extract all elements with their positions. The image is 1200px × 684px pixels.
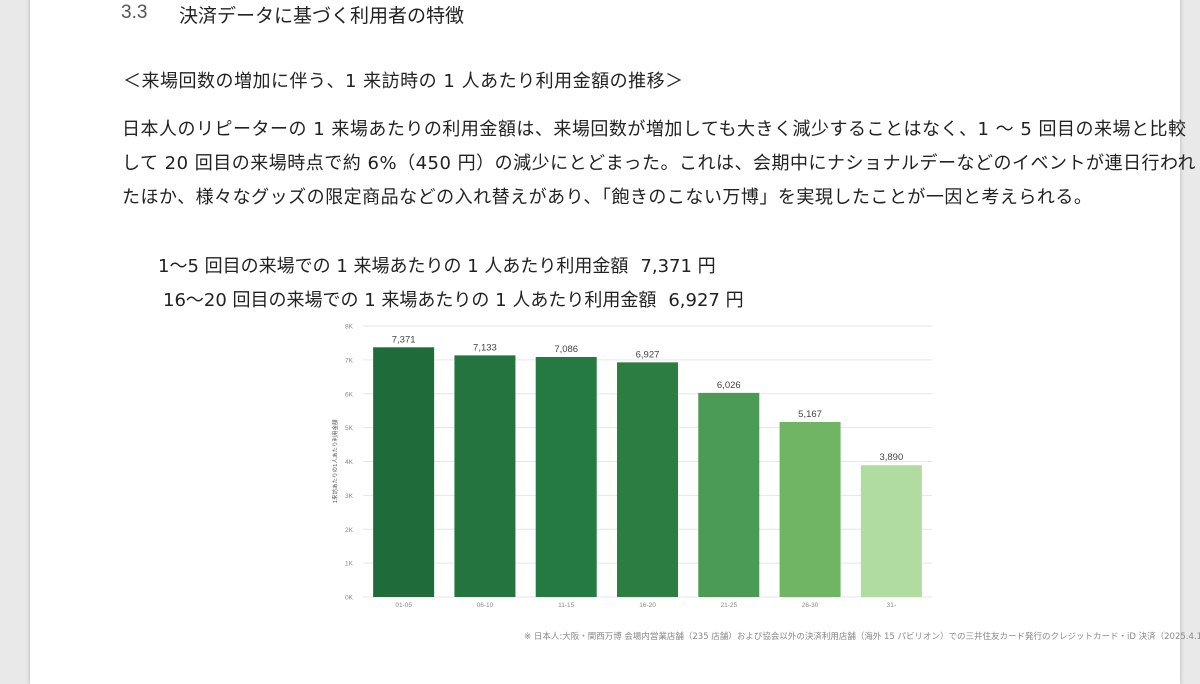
- x-tick-label: 31-: [887, 602, 896, 609]
- x-tick-label: 21-25: [720, 602, 737, 609]
- bar: [779, 421, 841, 597]
- y-tick-label: 3K: [345, 493, 354, 500]
- y-axis-label: 1来訪あたりの1人あたり利用金額: [331, 419, 339, 503]
- bar: [454, 355, 516, 597]
- document-page: 3.3 決済データに基づく利用者の特徴 ＜来場回数の増加に伴う、1 来訪時の 1…: [30, 0, 1200, 684]
- x-tick-label: 01-05: [395, 602, 412, 609]
- y-tick-label: 0K: [345, 595, 354, 602]
- bar: [617, 362, 678, 597]
- bar-value-label: 7,086: [554, 344, 578, 355]
- section-number: 3.3: [121, 2, 148, 23]
- bar: [698, 392, 760, 597]
- y-tick-label: 2K: [345, 527, 354, 534]
- y-tick-label: 5K: [345, 425, 354, 432]
- footnote: ※ 日本人:大阪・関西万博 会場内営業店舗（235 店舗）および協会以外の決済利…: [524, 632, 1200, 642]
- summary-value: 6,927 円: [668, 290, 744, 311]
- x-tick-label: 11-15: [558, 602, 575, 609]
- summary-row: 1～5 回目の来場での 1 来場あたりの 1 人あたり利用金額 7,371 円: [158, 250, 744, 284]
- y-tick-label: 1K: [345, 561, 354, 568]
- summary-value: 7,371 円: [640, 256, 716, 277]
- paragraph-line: して 20 回目の来場時点で約 6%（450 円）の減少にとどまった。これは、会…: [122, 153, 1197, 174]
- chart-subtitle: ＜来場回数の増加に伴う、1 来訪時の 1 人あたり利用金額の推移＞: [123, 71, 684, 92]
- section-title: 決済データに基づく利用者の特徴: [179, 5, 465, 27]
- y-tick-label: 4K: [345, 459, 354, 466]
- body-paragraph: 日本人のリピーターの 1 来場あたりの利用金額は、来場回数が増加しても大きく減少…: [122, 113, 1197, 215]
- x-tick-label: 16-20: [639, 602, 656, 609]
- y-tick-label: 7K: [345, 357, 354, 364]
- bar: [860, 465, 922, 597]
- paragraph-line: 日本人のリピーターの 1 来場あたりの利用金額は、来場回数が増加しても大きく減少…: [122, 119, 1187, 140]
- paragraph-line: たほか、様々なグッズの限定商品などの入れ替えがあり、「飽きのこない万博」を実現し…: [122, 187, 1093, 208]
- summary-label: 16～20 回目の来場での 1 来場あたりの 1 人あたり利用金額: [163, 290, 657, 311]
- bar-value-label: 7,371: [392, 334, 416, 345]
- summary-row: 16～20 回目の来場での 1 来場あたりの 1 人あたり利用金額 6,927 円: [163, 284, 744, 318]
- x-tick-label: 06-10: [477, 602, 494, 609]
- summary-block: 1～5 回目の来場での 1 来場あたりの 1 人あたり利用金額 7,371 円 1…: [158, 250, 744, 318]
- bar-chart: 0K 1K 2K 3K 4K 5K 6K 7K 8K 1来訪あたりの1人あたり利用金額 7,371 0…: [331, 324, 932, 609]
- bar: [373, 347, 435, 597]
- summary-label: 1～5 回目の来場での 1 来場あたりの 1 人あたり利用金額: [158, 256, 629, 277]
- y-tick-label: 6K: [345, 391, 354, 398]
- x-tick-label: 26-30: [802, 602, 819, 609]
- bar-value-label: 6,927: [636, 349, 660, 360]
- bar-value-label: 6,026: [717, 380, 741, 391]
- bar-value-label: 5,167: [798, 409, 822, 420]
- y-tick-label: 8K: [345, 324, 354, 331]
- bar: [535, 356, 597, 597]
- bar-value-label: 7,133: [473, 342, 497, 353]
- bar-value-label: 3,890: [879, 452, 903, 463]
